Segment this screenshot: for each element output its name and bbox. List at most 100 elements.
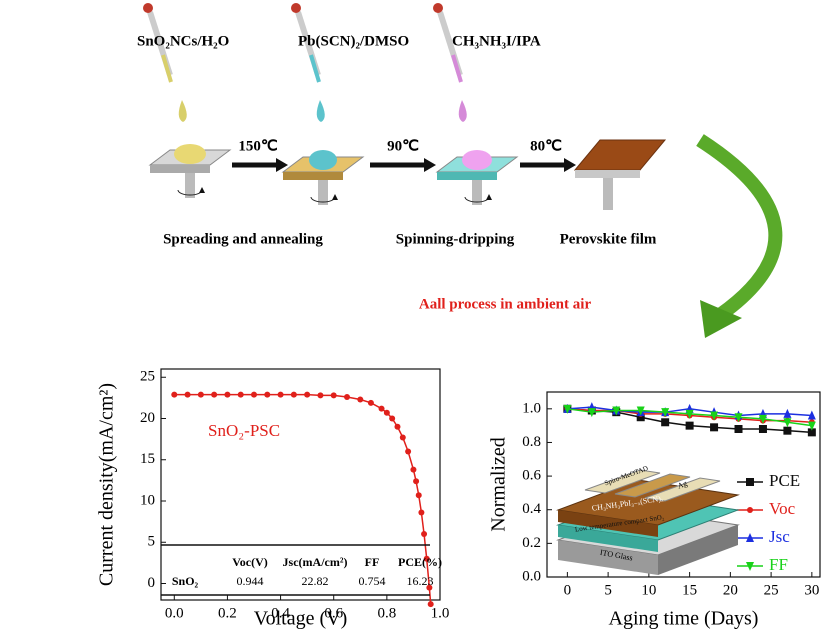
x-tick-label: 0.0 xyxy=(165,605,184,621)
y-tick-label: 1.0 xyxy=(522,400,541,416)
marker xyxy=(758,425,767,433)
x-tick-label: 0 xyxy=(564,582,572,598)
legend-label: Jsc xyxy=(769,527,790,546)
marker xyxy=(807,428,816,437)
marker xyxy=(783,426,792,435)
marker xyxy=(587,408,596,418)
marker xyxy=(783,408,792,418)
marker xyxy=(264,391,271,398)
legend-marker xyxy=(746,478,754,486)
legend-label: Voc xyxy=(769,499,796,518)
marker xyxy=(636,413,645,422)
y-tick-label: 0.0 xyxy=(522,568,541,584)
table-cell: 22.82 xyxy=(302,574,329,588)
marker xyxy=(636,406,645,416)
temperature-label: 150℃ xyxy=(238,138,278,154)
marker xyxy=(367,399,374,406)
marker xyxy=(426,584,433,591)
plot-frame xyxy=(160,368,441,601)
marker xyxy=(184,391,191,398)
note: Aall process in ambient air xyxy=(419,296,592,312)
table-header: Voc(V) xyxy=(232,555,268,569)
marker xyxy=(710,423,719,432)
table-cell: 16.23 xyxy=(407,574,434,588)
marker xyxy=(710,411,719,421)
y-axis-label: Current density(mA/cm²) xyxy=(96,383,118,586)
marker xyxy=(423,555,430,562)
x-tick-label: 0.2 xyxy=(218,605,237,621)
marker xyxy=(330,392,337,399)
x-axis-label: Voltage (V) xyxy=(254,608,348,630)
x-tick-label: 0.4 xyxy=(271,605,290,621)
legend-label: FF xyxy=(769,555,788,574)
x-tick-label: 5 xyxy=(604,582,612,598)
marker xyxy=(171,391,178,398)
dropper xyxy=(143,3,467,122)
marker xyxy=(413,478,420,485)
reagent-label: CH₃NH₃I/IPA xyxy=(452,33,541,49)
inset-label: Ag xyxy=(676,479,688,491)
marker xyxy=(317,392,324,399)
temperature-label: 90℃ xyxy=(387,138,419,154)
reagent-label: Pb(SCN)₂/DMSO xyxy=(298,33,409,49)
legend-marker xyxy=(747,507,753,513)
marker xyxy=(290,391,297,398)
x-tick-label: 10 xyxy=(641,582,656,598)
marker xyxy=(685,409,694,419)
y-tick-label: 10 xyxy=(140,492,155,508)
y-tick-label: 20 xyxy=(140,410,155,426)
y-tick-label: 0.2 xyxy=(522,535,541,551)
reagent-label: SnO₂NCs/H₂O xyxy=(137,33,229,49)
marker xyxy=(389,415,396,422)
marker xyxy=(224,391,231,398)
marker xyxy=(251,391,257,398)
marker xyxy=(197,391,204,398)
marker xyxy=(410,466,417,473)
plot-frame xyxy=(546,391,821,578)
marker xyxy=(357,396,364,403)
legend-label: PCE xyxy=(769,471,800,490)
marker xyxy=(807,410,816,420)
table-header: PCE(%) xyxy=(398,555,442,569)
marker xyxy=(734,425,743,433)
step-label: Spinning-dripping xyxy=(396,231,515,247)
marker xyxy=(758,414,767,424)
marker xyxy=(612,406,621,416)
marker xyxy=(661,418,670,427)
marker xyxy=(421,531,428,537)
marker xyxy=(563,404,572,414)
marker xyxy=(418,509,425,516)
marker xyxy=(399,434,406,441)
x-tick-label: 30 xyxy=(804,582,819,598)
y-axis-label: Normalized xyxy=(488,437,510,531)
y-tick-label: 5 xyxy=(148,534,156,550)
marker xyxy=(304,391,311,398)
table-header: FF xyxy=(365,555,380,569)
arrows xyxy=(232,134,783,338)
marker xyxy=(427,601,434,608)
y-tick-label: 0 xyxy=(148,575,156,591)
temperature-label: 80℃ xyxy=(530,138,562,154)
marker xyxy=(344,394,350,401)
marker xyxy=(415,492,422,499)
marker xyxy=(277,391,284,398)
legend-marker xyxy=(746,562,754,571)
x-axis-label: Aging time (Days) xyxy=(609,608,759,630)
y-tick-label: 15 xyxy=(140,451,155,467)
legend-marker xyxy=(746,533,754,542)
table-cell: 0.754 xyxy=(359,574,386,588)
marker xyxy=(211,391,218,398)
marker xyxy=(237,391,244,398)
marker xyxy=(734,413,743,423)
diagram-labels: SnO₂NCs/H₂O Pb(SCN)₂/DMSO CH₃NH₃I/IPA 15… xyxy=(137,33,657,312)
y-tick-label: 0.4 xyxy=(522,501,541,517)
step-label: Perovskite film xyxy=(560,231,657,247)
annotation: SnO₂-PSC xyxy=(208,421,280,440)
x-tick-label: 25 xyxy=(764,582,779,598)
x-tick-label: 15 xyxy=(682,582,697,598)
marker xyxy=(783,418,792,428)
step-label: Spreading and annealing xyxy=(163,231,323,247)
inset: ITO Glass Low temperature compact SnO₂ C… xyxy=(556,464,740,575)
